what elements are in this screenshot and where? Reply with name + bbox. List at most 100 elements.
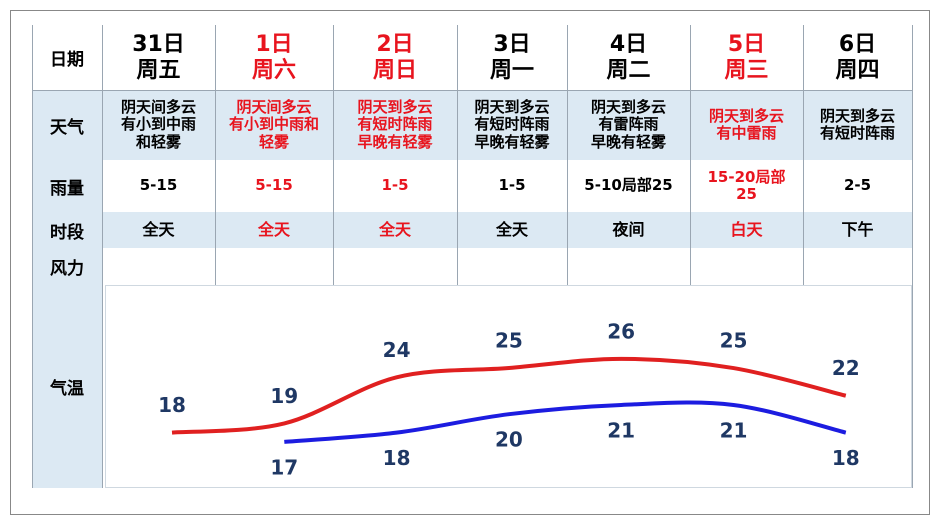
weather-line: 早晚有轻雾 <box>590 132 666 151</box>
value-label: 18 <box>832 446 860 470</box>
value-label: 20 <box>495 428 523 452</box>
weekday: 周五 <box>136 57 181 83</box>
weather-line: 轻雾 <box>258 132 289 151</box>
row-label: 风力 <box>50 259 84 279</box>
chart-box <box>105 285 912 488</box>
weather-line: 有雷阵雨 <box>598 115 659 134</box>
weather-line: 早晚有轻雾 <box>357 132 433 151</box>
row-label: 时段 <box>50 222 84 243</box>
label-band <box>32 90 102 488</box>
weather-line: 有小到中雨和 <box>228 115 319 134</box>
weekday: 周四 <box>835 57 880 83</box>
date: 1日 <box>255 32 293 58</box>
weekday: 周三 <box>724 57 769 83</box>
cell: 阴天间多云有小到中雨和轻雾 <box>102 90 215 160</box>
row-label: 气温 <box>50 379 84 399</box>
cell: 31日 周五 <box>102 25 215 90</box>
rain: 2-5 <box>843 176 872 195</box>
weather-line: 有短时阵雨 <box>819 124 895 142</box>
cell: 阴天到多云 有雷阵雨 早晚有轻雾 <box>567 90 690 160</box>
cell: 2-5 <box>803 160 912 212</box>
period: 全天 <box>495 219 528 239</box>
cell: 阴天到多云 有短时阵雨 早晚有轻雾 <box>333 90 457 160</box>
cell: 6日 周四 <box>803 25 912 90</box>
value-label: 21 <box>720 418 748 442</box>
cell: 5-10局部25 <box>567 160 690 212</box>
date: 2日 <box>376 32 414 58</box>
cell: 下午 <box>803 212 912 248</box>
date: 6日 <box>838 32 877 58</box>
period: 白天 <box>730 219 763 239</box>
value-label: 17 <box>270 455 298 479</box>
cell: 1-5 <box>333 160 457 212</box>
value-label: 22 <box>832 356 860 380</box>
rain: 15-20局部25 <box>707 167 786 203</box>
cell: 阴天到多云 有中雷雨 <box>690 90 803 160</box>
weather-line: 阴天到多云 <box>708 106 784 125</box>
value-label: 21 <box>607 418 635 442</box>
cell: 1日 周六 <box>215 25 333 90</box>
weather-line: 有小到中雨 <box>120 115 196 134</box>
cell: 5-15 <box>215 160 333 212</box>
value-label: 18 <box>158 393 186 417</box>
frame <box>10 10 930 515</box>
period: 全天 <box>142 219 175 239</box>
row-label: 天气 <box>50 117 84 138</box>
date: 31日 <box>132 32 185 58</box>
weather-line: 阴天到多云 <box>357 98 433 117</box>
weather-line: 阴天到多云 <box>819 106 895 125</box>
date: 3日 <box>493 32 531 58</box>
cell: 5-15 <box>102 160 215 212</box>
period: 全天 <box>378 219 411 239</box>
column-line <box>32 25 33 488</box>
column-line <box>912 25 913 488</box>
cell: 4日 周二 <box>567 25 690 90</box>
cell: 阴天到多云 有短时阵雨 <box>803 90 912 160</box>
value-label: 19 <box>270 384 298 408</box>
weekday: 周一 <box>489 57 534 83</box>
rain: 5-15 <box>139 176 178 195</box>
cell: 5日 周三 <box>690 25 803 90</box>
column-line <box>567 25 568 488</box>
value-label: 24 <box>383 338 411 362</box>
temperature-line <box>171 356 847 435</box>
cell: 1-5 <box>457 160 567 212</box>
weather-line: 阴天间多云 <box>120 98 196 117</box>
period: 夜间 <box>612 219 645 239</box>
cell: 全天 <box>215 212 333 248</box>
column-line <box>333 25 334 488</box>
rain: 5-15 <box>255 176 293 195</box>
value-label: 25 <box>495 329 523 353</box>
row-band <box>32 90 912 160</box>
column-line <box>803 25 804 488</box>
row-band <box>32 212 912 248</box>
column-line <box>102 25 103 488</box>
period: 全天 <box>257 219 290 239</box>
date: 4日 <box>609 32 648 58</box>
date: 5日 <box>727 32 766 58</box>
weather-line: 和轻雾 <box>135 132 181 151</box>
value-label: 26 <box>607 319 635 343</box>
period: 下午 <box>841 219 874 239</box>
cell: 全天 <box>333 212 457 248</box>
weather-line: 有短时阵雨 <box>474 115 550 134</box>
weather-line: 有中雷雨 <box>716 124 777 142</box>
value-label: 18 <box>383 446 411 470</box>
weather-line: 有短时阵雨 <box>357 115 433 134</box>
header-line <box>32 90 912 91</box>
column-line <box>215 25 216 488</box>
row-label: 日期 <box>50 50 84 70</box>
weather-line: 阴天到多云 <box>590 98 666 117</box>
column-line <box>690 25 691 488</box>
weather-line: 早晚有轻雾 <box>474 132 550 151</box>
cell: 15-20局部25 <box>690 160 803 212</box>
rain: 1-5 <box>498 176 526 195</box>
column-line <box>457 25 458 488</box>
cell: 夜间 <box>567 212 690 248</box>
cell: 白天 <box>690 212 803 248</box>
cell: 3日 周一 <box>457 25 567 90</box>
rain: 5-10局部25 <box>584 176 673 195</box>
cell: 全天 <box>102 212 215 248</box>
